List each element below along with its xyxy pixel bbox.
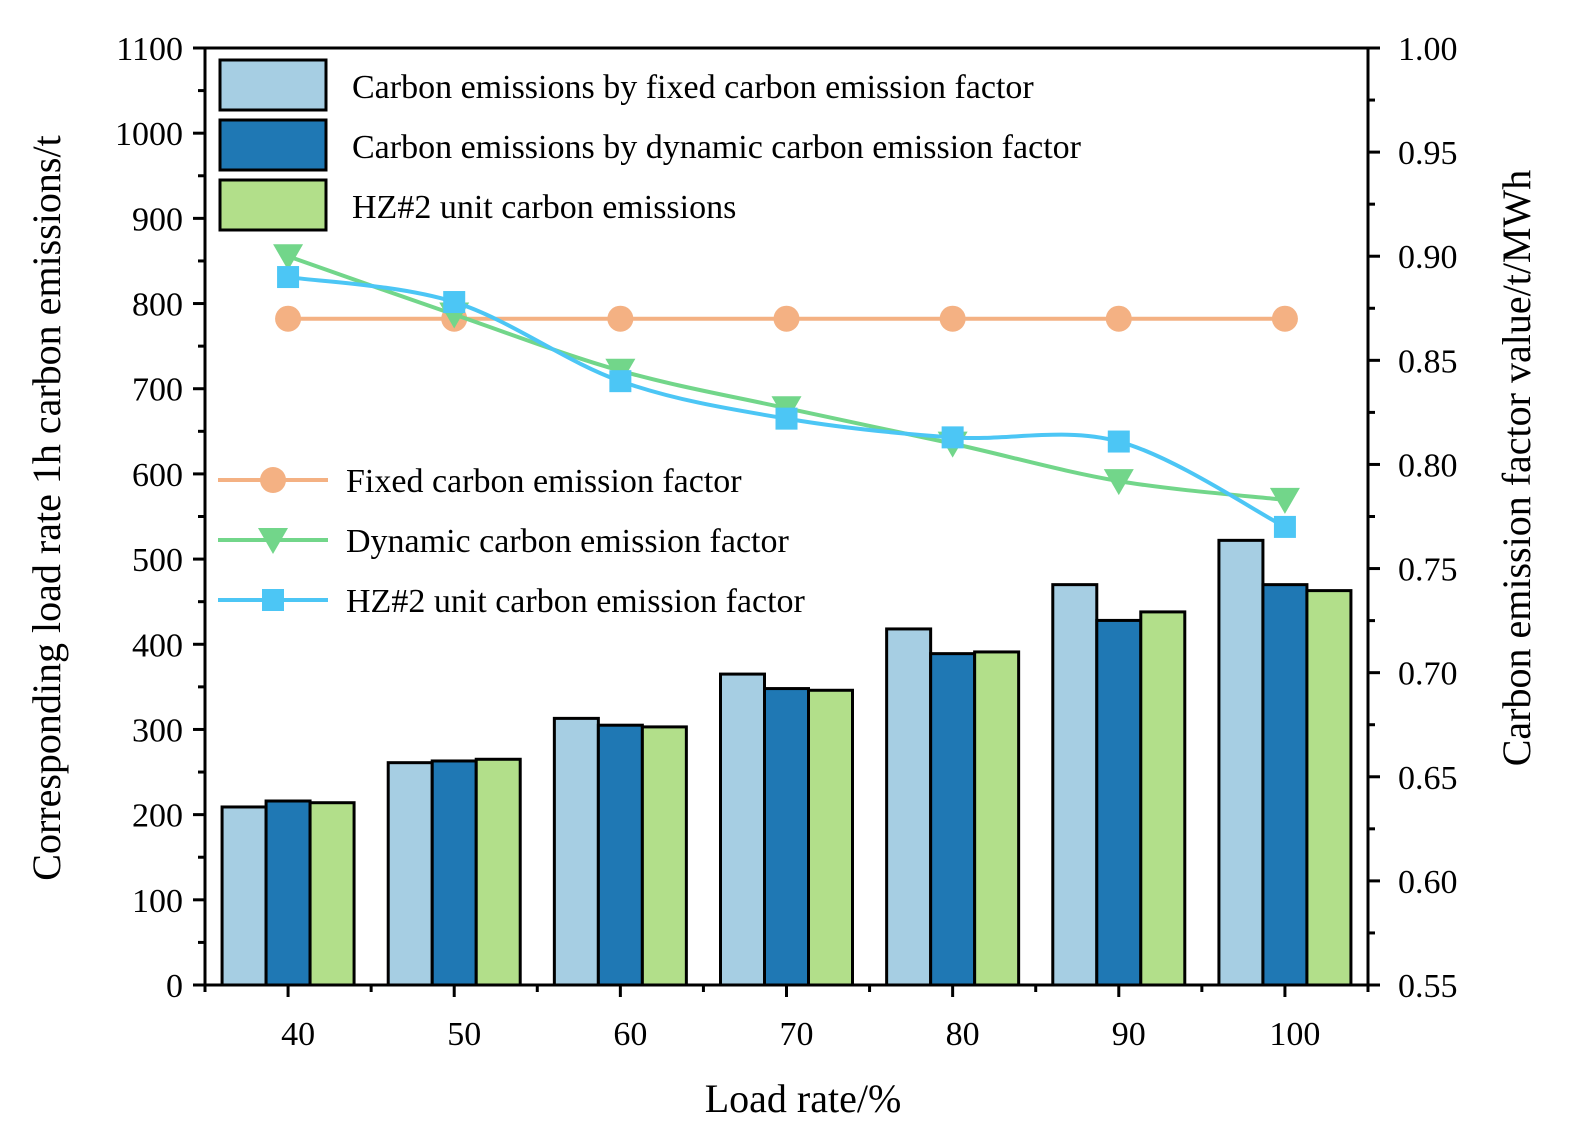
legend-label-line-circle: Fixed carbon emission factor [346,463,742,500]
legend-swatch-bar-2 [218,118,328,172]
point-triangle-down-100 [1269,487,1300,514]
y-tick-label: 1000 [115,116,183,153]
bar-2-80 [929,652,977,987]
legend: Carbon emissions by fixed carbon emissio… [218,58,1082,620]
legend-label-bar-2: Carbon emissions by dynamic carbon emiss… [352,129,1082,166]
bar-2-70 [763,687,810,987]
axes: 0 100 200 300 400 500 600 700 800 900 1000 1100 0.55… [115,31,1458,1053]
bar-2-50 [430,759,478,987]
bar-3-70 [807,688,854,987]
y2-tick-label: 0.75 [1398,552,1458,589]
bar-1-50 [386,761,434,987]
y2-tick-label: 0.55 [1398,968,1458,1005]
point-triangle-down-40 [273,244,304,271]
x-tick-label: 40 [281,1016,315,1053]
y-tick-label: 900 [132,201,183,238]
bar-3-60 [640,725,688,987]
bar-2-90 [1095,618,1143,987]
bar-2-60 [596,723,644,987]
y-tick-label: 700 [132,372,183,409]
point-square-80 [941,426,964,449]
legend-label-line-triangle-down: Dynamic carbon emission factor [346,523,789,560]
bar-1-40 [220,805,268,987]
point-circle-60 [607,305,634,332]
line-group [273,244,1300,538]
bar-1-100 [1217,538,1265,987]
x-tick-label: 100 [1269,1016,1320,1053]
y2-tick-label: 0.95 [1398,135,1458,172]
point-circle-100 [1271,305,1298,332]
y-tick-label: 1100 [116,31,183,68]
legend-label-line-square: HZ#2 unit carbon emission factor [346,583,806,620]
point-square-70 [775,407,798,430]
y-tick-label: 600 [132,457,183,494]
bar-3-50 [474,757,522,987]
x-tick-label: 60 [613,1016,647,1053]
y2-tick-label: 0.60 [1398,864,1458,901]
y2-tick-label: 0.70 [1398,656,1458,693]
x-axis-title: Load rate/% [705,1076,902,1121]
point-circle-70 [773,305,800,332]
point-triangle-down-90 [1103,469,1134,496]
bar-2-100 [1261,583,1309,987]
bar-3-100 [1305,589,1353,987]
y2-axis-title: Carbon emission factor value/t/MWh [1494,170,1539,767]
point-square-60 [609,370,632,393]
y-tick-label: 300 [132,712,183,749]
x-tick-label: 80 [946,1016,980,1053]
legend-label-bar-1: Carbon emissions by fixed carbon emissio… [352,69,1034,106]
bar-3-90 [1139,610,1187,987]
y-tick-label: 100 [132,883,183,920]
y2-tick-label: 0.80 [1398,447,1458,484]
bar-1-80 [885,627,933,987]
bar-3-80 [973,650,1021,987]
bar-1-70 [719,672,766,987]
x-tick-label: 50 [447,1016,481,1053]
legend-label-bar-3: HZ#2 unit carbon emissions [352,189,736,226]
y-tick-label: 400 [132,627,183,664]
bar-3-40 [308,801,356,987]
legend-marker-square [262,589,284,611]
x-tick-label: 70 [780,1016,814,1053]
point-circle-40 [275,305,302,332]
point-square-100 [1273,515,1296,538]
point-square-40 [277,266,300,289]
point-square-50 [443,291,466,314]
point-circle-90 [1105,305,1132,332]
bar-1-60 [552,716,600,987]
legend-marker-triangle-down [258,528,288,554]
y-axis-title: Corresponding load rate 1h carbon emissi… [24,135,69,880]
legend-swatch-bar-3 [218,178,328,232]
y-tick-label: 500 [132,542,183,579]
legend-swatch-bar-1 [218,58,328,112]
y-tick-label: 0 [166,968,183,1005]
legend-marker-circle [260,467,286,493]
bar-1-90 [1051,583,1099,987]
x-tick-label: 90 [1112,1016,1146,1053]
y2-tick-label: 0.90 [1398,239,1458,276]
bar-2-40 [264,799,312,987]
point-circle-80 [939,305,966,332]
y-tick-label: 200 [132,798,183,835]
y2-tick-label: 1.00 [1398,31,1458,68]
y-tick-label: 800 [132,287,183,324]
point-square-90 [1107,430,1130,453]
y2-tick-label: 0.85 [1398,343,1458,380]
bar-group [220,538,1353,987]
y2-tick-label: 0.65 [1398,760,1458,797]
